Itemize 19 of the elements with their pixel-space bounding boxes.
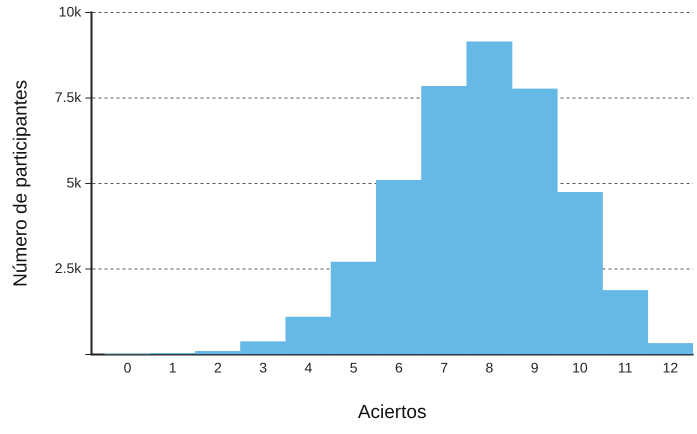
x-tick-label: 8 [486, 360, 494, 376]
x-tick-label: 7 [440, 360, 448, 376]
y-tick-label: 10k [58, 3, 82, 20]
x-tick-label: 0 [124, 360, 132, 376]
x-tick-label: 1 [168, 360, 177, 376]
y-axis-title: Número de participantes [10, 80, 32, 287]
x-tick-label: 2 [214, 360, 222, 376]
x-tick-label: 11 [618, 360, 633, 376]
x-tick-label: 5 [350, 360, 358, 376]
x-tick-label: 9 [530, 360, 539, 376]
x-tick-label: 6 [395, 360, 404, 376]
x-tick-label: 10 [572, 360, 588, 376]
x-tick-label: 3 [259, 360, 268, 376]
y-tick-label: 5k [66, 174, 82, 190]
x-tick-label: 4 [304, 360, 313, 376]
x-axis-title: Aciertos [358, 402, 426, 423]
y-tick-label: 7.5k [54, 88, 82, 105]
y-tick-label: 2.5k [54, 260, 82, 276]
x-tick-label: 12 [662, 360, 678, 376]
